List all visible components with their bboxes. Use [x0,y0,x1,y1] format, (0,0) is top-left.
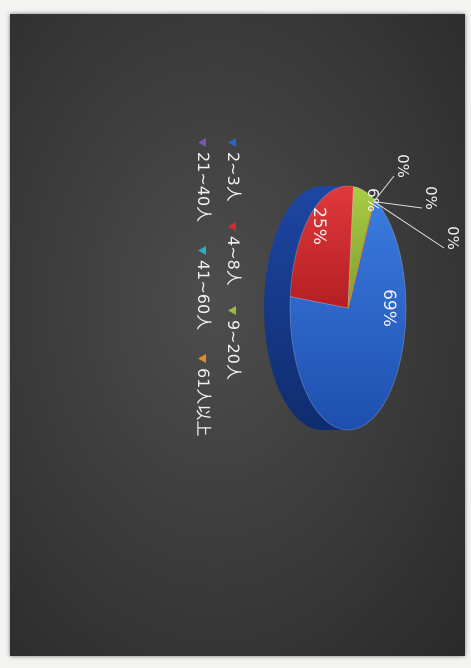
leader-line-4 [373,200,423,209]
pie-slice-0 [289,198,407,431]
legend-label-5: 61人以上 [194,368,213,436]
legend-swatch-0 [228,138,236,147]
data-labels-group: 69%25%6%0%0%0% [309,154,462,327]
legend-label-1: 4~8人 [224,236,243,286]
legend-swatch-3 [198,138,206,147]
legend-label-2: 9~20人 [224,320,243,380]
legend-label-4: 41~60人 [194,260,213,330]
data-label-0: 69% [379,289,399,327]
data-label-5: 0% [444,226,462,250]
data-label-2: 6% [364,188,382,212]
data-label-4: 0% [422,186,440,210]
leader-line-5 [373,201,445,249]
pie-slice-2 [347,186,375,309]
presentation-slide: 69% 25% 6% 0% 0% 0% 2~3人 4~8人 9~20人 21~40人 41~60人… [10,14,465,656]
legend-swatch-4 [198,246,206,255]
pie-slice-5 [347,199,375,309]
pie-chart: 69%25%6%0%0%0% 2~3人4~8人9~20人21~40人41~60人… [194,138,462,436]
legend-swatch-1 [228,222,236,231]
pie-group [264,185,407,431]
data-label-1: 25% [309,207,329,245]
data-label-3: 0% [394,154,412,178]
leader-line-3 [373,175,395,202]
pie-slice-1 [289,185,354,309]
legend-swatch-5 [198,354,206,363]
pie-side-wall [264,186,348,430]
legend-label-0: 2~3人 [224,152,243,202]
legend-swatch-2 [228,306,236,315]
legend-label-3: 21~40人 [194,152,213,222]
legend: 2~3人 4~8人 9~20人 21~40人 41~60人 61人以上 [194,138,243,436]
